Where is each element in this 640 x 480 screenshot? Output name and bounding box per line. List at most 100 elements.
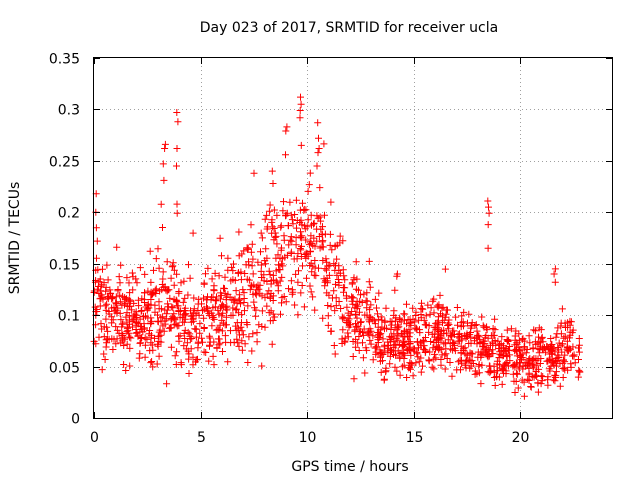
data-point <box>439 319 446 327</box>
data-point <box>390 307 398 315</box>
data-point <box>204 293 211 301</box>
data-point <box>318 243 326 251</box>
data-point <box>280 236 288 244</box>
data-point <box>101 302 109 310</box>
data-point <box>302 206 310 214</box>
data-point <box>467 333 475 341</box>
data-point <box>148 331 155 339</box>
data-point <box>569 352 576 360</box>
data-point <box>298 282 306 289</box>
data-point <box>93 306 101 313</box>
data-point <box>307 232 315 240</box>
data-point <box>308 268 316 276</box>
data-point <box>270 225 278 232</box>
data-point <box>216 234 224 242</box>
data-point <box>414 353 422 361</box>
data-point <box>335 281 343 289</box>
data-point <box>430 365 438 373</box>
data-point <box>232 287 240 295</box>
data-point <box>327 327 335 335</box>
data-point <box>430 355 438 363</box>
data-point <box>151 301 159 309</box>
data-point <box>99 265 106 273</box>
data-point <box>504 338 512 345</box>
data-point <box>349 300 357 308</box>
data-point <box>200 324 208 331</box>
data-point <box>161 140 169 148</box>
data-point <box>443 355 451 362</box>
data-point <box>555 354 563 362</box>
data-point <box>279 207 287 215</box>
data-point <box>184 328 192 336</box>
data-point <box>277 246 285 254</box>
data-point <box>159 268 167 276</box>
data-point <box>546 343 554 351</box>
data-point <box>373 304 380 312</box>
data-point <box>495 373 503 381</box>
data-point <box>261 215 269 223</box>
data-point <box>438 304 446 312</box>
data-point <box>559 359 567 367</box>
data-point <box>297 228 304 236</box>
data-point <box>551 278 559 286</box>
x-tick-label: 15 <box>406 430 424 446</box>
data-point <box>136 339 144 347</box>
data-point <box>154 332 162 340</box>
data-point <box>431 350 438 358</box>
data-point <box>102 287 110 295</box>
data-point <box>432 345 439 353</box>
data-point <box>282 151 289 159</box>
data-point <box>451 330 458 338</box>
data-point <box>195 311 203 319</box>
data-point <box>426 310 434 318</box>
data-point <box>150 266 157 274</box>
data-point <box>317 217 325 225</box>
data-point <box>387 326 395 333</box>
data-point <box>170 266 178 274</box>
data-point <box>449 340 457 347</box>
data-point <box>223 321 230 329</box>
data-point <box>113 243 121 251</box>
data-point <box>413 325 421 333</box>
data-point <box>265 267 273 275</box>
data-point <box>211 269 219 277</box>
data-point <box>304 216 312 224</box>
data-point <box>177 279 185 287</box>
data-point <box>135 354 143 362</box>
data-point <box>172 361 180 368</box>
data-point <box>224 358 232 366</box>
data-point <box>536 360 544 367</box>
data-point <box>149 290 157 298</box>
data-point <box>126 362 134 370</box>
data-point <box>391 363 399 371</box>
data-point <box>532 367 540 375</box>
data-point <box>105 310 113 318</box>
data-point <box>227 327 234 335</box>
data-point <box>348 280 356 288</box>
data-point <box>268 229 276 237</box>
data-point <box>507 325 515 333</box>
data-point <box>524 375 532 383</box>
data-point <box>331 266 339 274</box>
data-point <box>155 298 163 306</box>
data-point <box>354 339 362 347</box>
data-point <box>247 248 255 256</box>
data-point <box>244 359 252 366</box>
data-point <box>496 341 503 349</box>
data-point <box>282 298 290 306</box>
data-point <box>154 311 161 319</box>
data-point <box>124 323 132 331</box>
data-point <box>382 364 390 372</box>
data-point <box>117 339 125 347</box>
data-point <box>160 176 168 184</box>
data-point <box>200 279 208 287</box>
data-point <box>327 198 335 206</box>
data-point <box>221 273 229 281</box>
data-point <box>231 295 239 303</box>
data-point <box>114 286 122 293</box>
data-point <box>537 326 545 334</box>
data-point <box>515 363 523 371</box>
data-point <box>307 259 315 267</box>
data-point <box>274 282 282 290</box>
data-point <box>104 327 112 335</box>
